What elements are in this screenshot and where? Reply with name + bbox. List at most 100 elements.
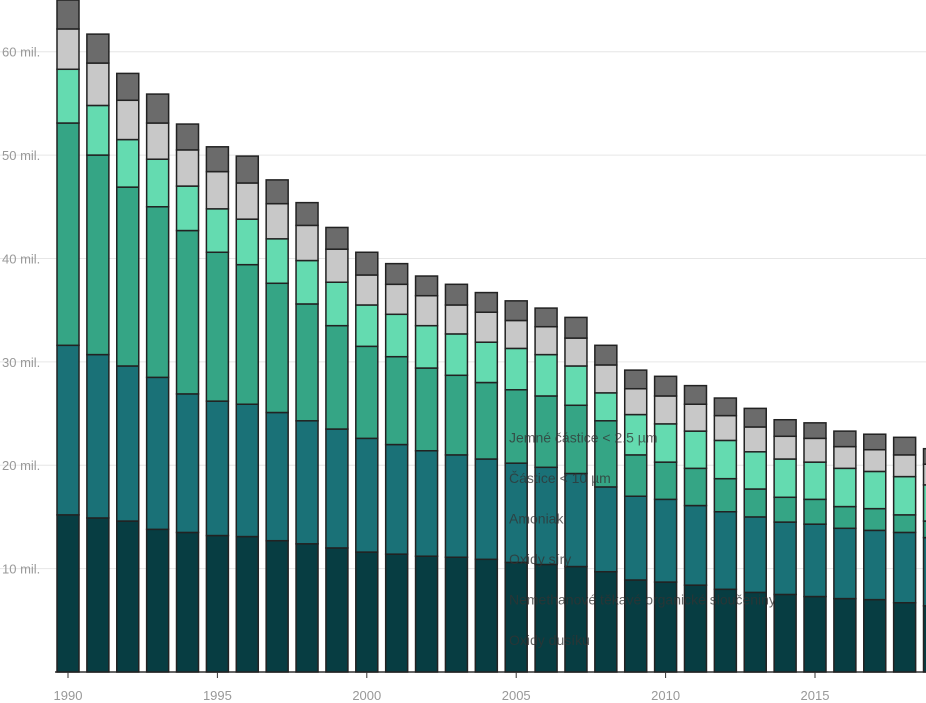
bar-segment (86, 104, 110, 156)
bar-segment (713, 397, 738, 417)
bar-segment (892, 514, 917, 534)
bar-segment (205, 170, 230, 210)
bar-segment (414, 555, 439, 673)
bar-segment (474, 381, 499, 460)
legend-label: Nemethanové těkavé organické sloučeniny (509, 592, 776, 608)
bar-segment (564, 565, 588, 673)
bar-segment (295, 420, 319, 545)
bar-segment (116, 72, 140, 102)
legend-label: Jemné částice < 2.5 µm (509, 430, 658, 446)
bar-segment (623, 387, 648, 416)
bar-segment (145, 206, 170, 379)
bar-segment (653, 375, 678, 397)
bar-segment (175, 123, 200, 151)
bar-segment (743, 516, 767, 594)
bar-segment (743, 407, 767, 428)
bar-segment (235, 182, 260, 220)
bar-segment (534, 563, 558, 673)
bar-segment (355, 345, 379, 440)
legend-label: Oxidy síry (509, 551, 571, 567)
bar-segment (474, 311, 499, 343)
x-tick-label: 1995 (203, 688, 232, 703)
bar-segment (175, 229, 200, 395)
bar-segment (922, 484, 926, 522)
bar-segment (265, 179, 289, 205)
bar-segment (594, 570, 618, 673)
bar-segment (235, 403, 260, 538)
bar-segment (235, 218, 260, 266)
bar-segment (295, 543, 319, 673)
bar-segment (594, 344, 618, 366)
bar-segment (116, 365, 140, 522)
y-tick-label: 60 mil. (2, 45, 40, 60)
bar-segment (205, 251, 230, 402)
bar-segment (773, 458, 797, 499)
bar-segment (265, 539, 289, 673)
bar-segment (444, 304, 469, 335)
bar-segment (444, 556, 469, 673)
bar-segment (56, 68, 80, 124)
y-tick-label: 30 mil. (2, 355, 40, 370)
x-tick-label: 2005 (502, 688, 531, 703)
bar-segment (773, 593, 797, 673)
bar-segment (922, 520, 926, 539)
bar-segment (534, 353, 558, 397)
bar-segment (56, 514, 80, 673)
bar-segment (803, 422, 827, 440)
bar-segment (892, 531, 917, 604)
x-tick-label: 2015 (801, 688, 830, 703)
bar-segment (683, 384, 708, 405)
bar-segment (683, 403, 708, 432)
bar-segment (175, 185, 200, 232)
bar-segment (235, 535, 260, 673)
bar-segment (892, 454, 917, 478)
bar-segment (803, 498, 827, 525)
bar-segment (504, 389, 528, 464)
bar-segment (773, 521, 797, 596)
bar-segment (653, 423, 678, 463)
bar-segment (86, 353, 110, 519)
bar-segment (205, 146, 230, 173)
bar-segment (504, 561, 528, 673)
bar-segment (116, 138, 140, 188)
legend-label: Částice < 10 µm (509, 470, 611, 486)
bar-segment (564, 365, 588, 407)
legend: Oxidy dusíku Nemethanové těkavé organické… (509, 430, 776, 649)
bar-segment (474, 458, 499, 561)
bar-segment (265, 282, 289, 414)
bar-segment (86, 62, 110, 107)
bar-segment (922, 605, 926, 673)
bar-segment (355, 274, 379, 306)
bar-segment (295, 201, 319, 227)
bar-segment (504, 300, 528, 322)
bar-segment (773, 435, 797, 460)
bar-segment (892, 601, 917, 673)
bar-segment (892, 475, 917, 516)
bar-segment (384, 262, 409, 286)
bar-segment (683, 430, 708, 470)
bar-segment (474, 558, 499, 673)
bar-segment (384, 355, 409, 446)
bar-segment (295, 259, 319, 305)
bar-segment (863, 470, 887, 510)
bar-segment (564, 316, 588, 339)
bar-segment (355, 551, 379, 673)
bar-segment (325, 324, 349, 430)
bar-segment (534, 325, 558, 356)
bar-segment (534, 307, 558, 328)
bar-segment (863, 507, 887, 532)
bar-segment (564, 337, 588, 367)
bar-segment (205, 534, 230, 673)
bar-segment (56, 28, 80, 71)
bar-segment (653, 461, 678, 501)
x-tick-label: 2010 (651, 688, 680, 703)
bar-segment (145, 93, 170, 124)
bar-segment (414, 324, 439, 369)
y-tick-label: 50 mil. (2, 148, 40, 163)
bar-segment (145, 158, 170, 208)
bar-segment (803, 595, 827, 673)
bar-segment (803, 523, 827, 598)
bar-segment (205, 400, 230, 537)
bar-segment (444, 374, 469, 456)
y-tick-label: 40 mil. (2, 251, 40, 266)
